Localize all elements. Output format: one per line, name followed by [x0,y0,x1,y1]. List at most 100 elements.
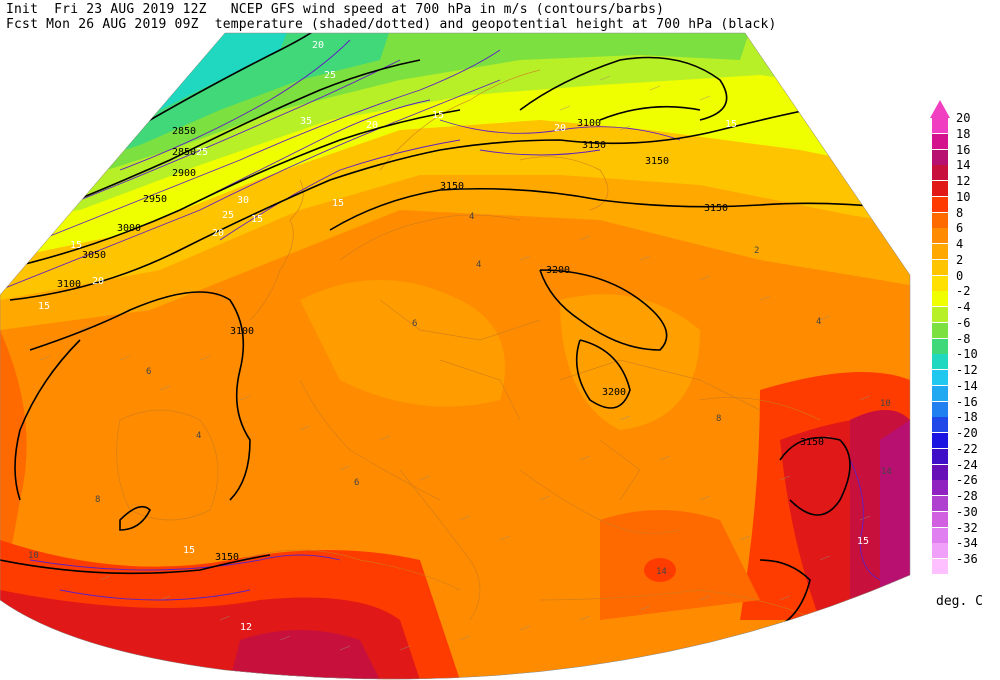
colorbar-swatch [932,527,948,543]
temp-label: 4 [816,317,821,327]
temp-label: 4 [476,260,481,270]
colorbar-swatch [932,133,948,149]
wind-speed-contours [0,39,881,601]
wind-label: 20 [554,123,566,134]
colorbar-swatch [932,291,948,307]
colorbar-label: 20 [956,111,971,125]
colorbar-label: 18 [956,126,971,141]
colorbar-label: -30 [956,504,978,519]
temp-label: 4 [469,212,474,222]
height-label: 3100 [57,279,81,290]
colorbar-label: 14 [956,158,971,173]
wind-label: 15 [725,119,737,130]
colorbar-label: -22 [956,441,978,456]
temp-label: 6 [146,367,151,377]
colorbar-swatch [932,385,948,401]
colorbar-swatch [932,448,948,464]
colorbar-label: -2 [956,284,971,299]
colorbar-swatch [932,496,948,511]
height-label: 3150 [645,156,669,167]
temp-label: 10 [28,551,39,561]
colorbar-swatch [932,275,948,291]
height-label: 2850 [172,147,196,158]
wind-label: 15 [432,110,444,121]
height-label: 3200 [546,265,570,276]
colorbar-swatch [932,212,948,228]
colorbar-swatch [932,165,948,181]
colorbar-label: -10 [956,347,978,362]
colorbar-label: -12 [956,363,978,377]
height-label: 3100 [230,326,254,337]
height-label: 3150 [800,437,824,448]
height-label: 3100 [577,118,601,129]
wind-labels: 20 25 35 20 25 30 25 20 15 15 15 20 15 1… [38,40,869,633]
header-init-line: Init Fri 23 AUG 2019 12Z NCEP GFS wind s… [6,2,665,17]
colorbar-swatch [932,354,948,370]
colorbar-swatch [932,480,948,496]
height-label: 3000 [117,223,141,234]
colorbar-label: 6 [956,221,964,236]
wind-label: 20 [212,228,224,239]
height-label: 2900 [172,168,196,179]
map-border [0,32,911,680]
geopotential-height-contours [0,33,910,631]
colorbar-label: 0 [956,268,964,283]
temperature-labels: 4 4 2 4 6 6 8 6 8 4 10 14 10 14 [28,212,892,577]
colorbar-swatch [932,559,948,574]
wind-label: 30 [237,195,249,206]
wind-label: 15 [251,214,263,225]
colorbar-swatch [932,244,948,259]
temp-label: 8 [716,414,721,424]
colorbar-swatch [932,417,948,433]
colorbar-label: -32 [956,520,978,535]
colorbar-swatch [932,433,948,448]
colorbar-label: -16 [956,394,978,409]
colorbar-label: -14 [956,378,978,393]
colorbar-label: -8 [956,331,971,346]
colorbar-arrow-icon [930,100,950,118]
wind-label: 15 [183,545,195,556]
temp-label: 14 [656,567,667,577]
colorbar-swatch [932,338,948,354]
colorbar-label: -18 [956,410,978,425]
height-label: 3200 [602,387,626,398]
temp-label: 6 [412,319,417,329]
height-label: 2950 [143,194,167,205]
colorbar-swatch [932,511,948,527]
colorbar-swatch [932,307,948,322]
wind-label: 35 [300,116,312,127]
wind-label: 15 [332,198,344,209]
temp-label: 10 [880,399,891,409]
wind-label: 12 [240,622,252,633]
temp-label: 6 [354,478,359,488]
colorbar-label: -6 [956,315,971,330]
wind-label: 25 [324,70,336,81]
temp-label: 8 [95,495,100,505]
colorbar-label: 16 [956,142,971,157]
colorbar-swatch [932,464,948,480]
colorbar-label: -36 [956,552,978,566]
colorbar-label: 4 [956,237,964,251]
colorbar-units: deg. C [936,594,983,609]
colorbar-label: 12 [956,174,971,188]
wind-label: 25 [196,147,208,158]
colorbar-swatch [932,259,948,275]
wind-label: 15 [857,536,869,547]
wind-label: 20 [92,276,104,287]
wind-label: 20 [366,120,378,131]
colorbar-label: 8 [956,205,964,220]
header-forecast-line: Fcst Mon 26 AUG 2019 09Z temperature (sh… [6,17,777,32]
wind-label: 15 [70,240,82,251]
colorbar-label: -24 [956,457,978,472]
colorbar-label: 10 [956,189,971,204]
colorbar-swatch [932,118,948,133]
temp-label: 14 [881,467,892,477]
wind-barbs [39,75,871,651]
wind-label: 20 [312,40,324,51]
colorbar-swatch [932,543,948,559]
colorbar-swatch [932,228,948,244]
height-labels: 2850 2850 2900 2950 3000 3050 3100 3150 … [57,118,824,563]
colorbar-label: 2 [956,252,964,267]
